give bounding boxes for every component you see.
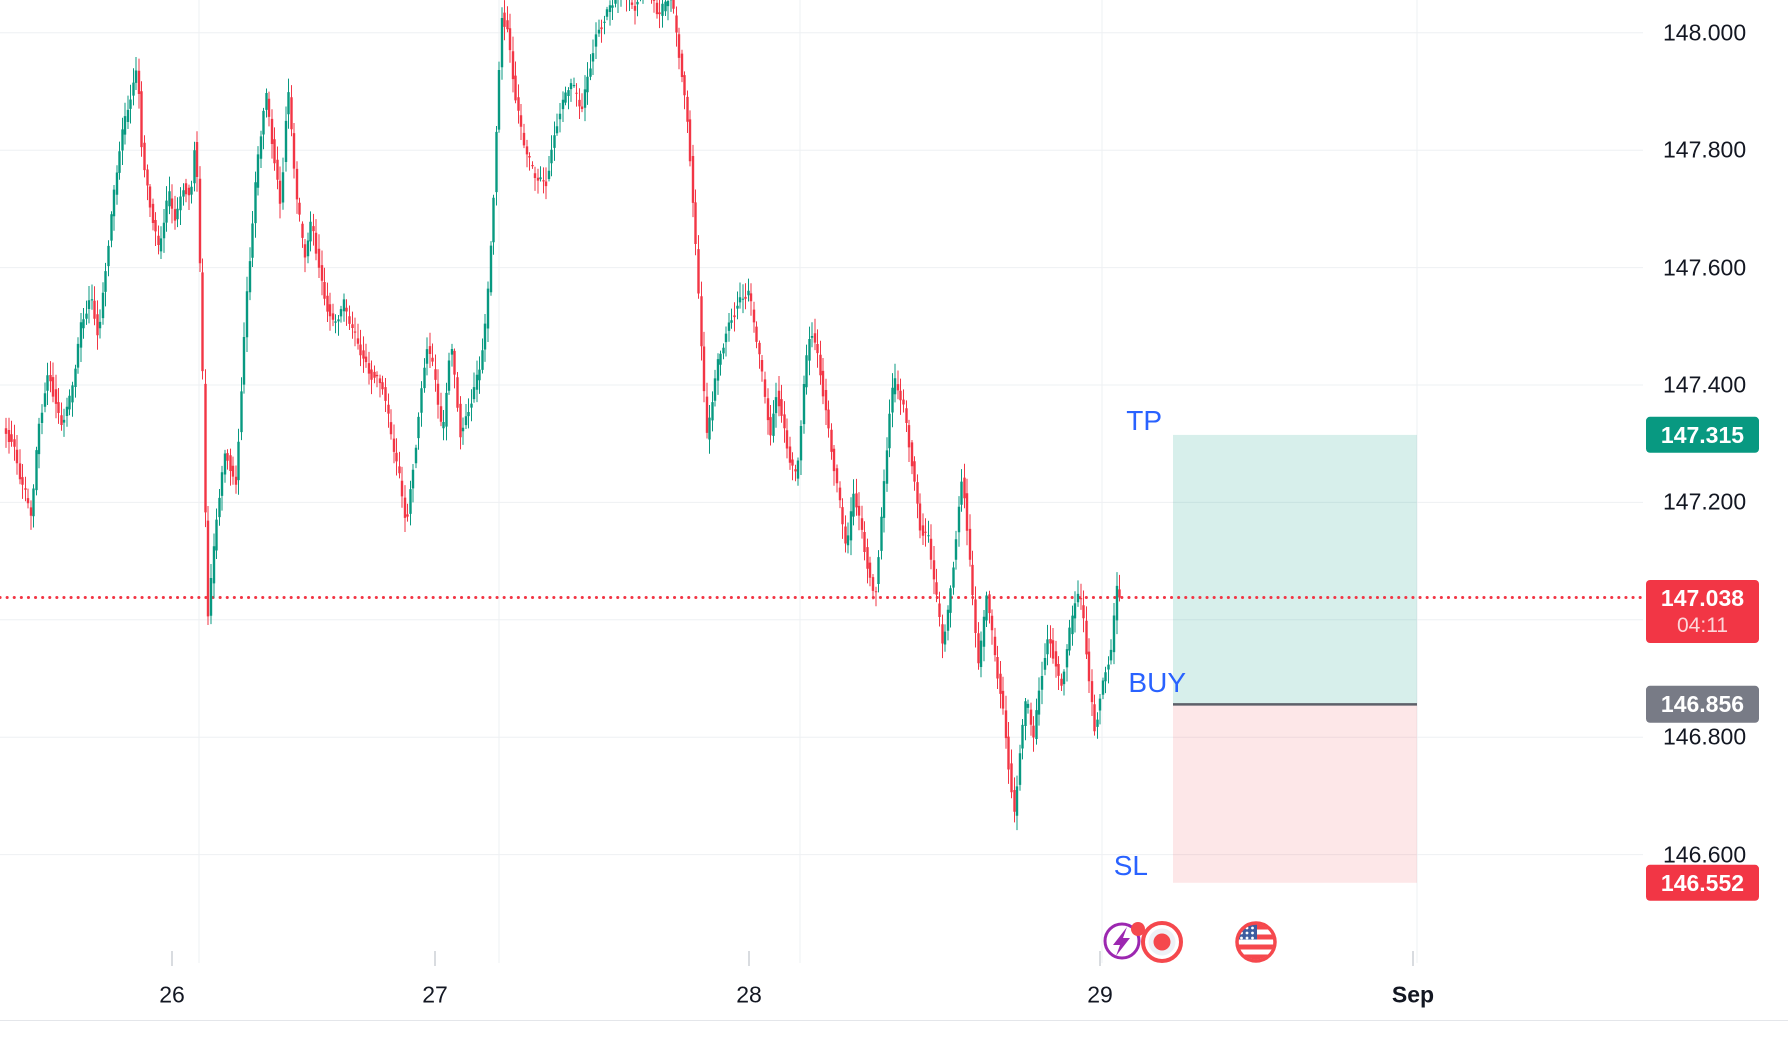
down-candle-wicks [5,0,1120,823]
us-flag-event-icon[interactable] [1235,921,1277,963]
badge-price-value: 147.038 [1660,585,1745,612]
price-tick-label: 147.200 [1663,488,1747,515]
price-tick-label: 146.800 [1663,723,1747,750]
take-profit-label: TP [1126,404,1162,436]
candlestick-series [4,0,1121,831]
take-profit-zone[interactable] [1173,434,1417,705]
record-event-icon[interactable] [1141,921,1183,963]
badge-price-value: 147.315 [1660,421,1745,448]
stop-loss-zone[interactable] [1173,704,1417,883]
price-tick-label: 147.800 [1663,136,1747,163]
buy-entry-label: BUY [1128,667,1186,699]
badge-price-value: 146.856 [1660,691,1745,718]
price-tick-label: 147.400 [1663,371,1747,398]
bar-countdown: 04:11 [1677,613,1728,637]
lightning-event-icon[interactable] [1103,922,1145,960]
tp-price-badge: 147.315 [1646,416,1759,454]
up-candle-bodies [32,0,1119,816]
badge-price-value: 146.552 [1660,869,1745,896]
stop-loss-label: SL [1113,849,1148,881]
price-tick-label: 148.000 [1663,19,1747,46]
lightning-bolt-glyph [1113,927,1130,956]
current-price-badge: 147.038 04:11 [1646,580,1759,644]
time-label-26: 26 [159,981,185,1008]
alert-dot [1131,922,1145,936]
price-tick-label: 146.600 [1663,841,1747,868]
time-label-28: 28 [736,981,762,1008]
up-candle-wicks [33,0,1118,831]
time-label-sep: Sep [1391,981,1435,1008]
time-label-27: 27 [422,981,448,1008]
entry-price-badge: 146.856 [1646,686,1759,723]
time-label-29: 29 [1087,981,1113,1008]
down-candle-bodies [4,0,1121,812]
sl-price-badge: 146.552 [1646,864,1759,901]
price-tick-label: 147.600 [1663,254,1747,281]
